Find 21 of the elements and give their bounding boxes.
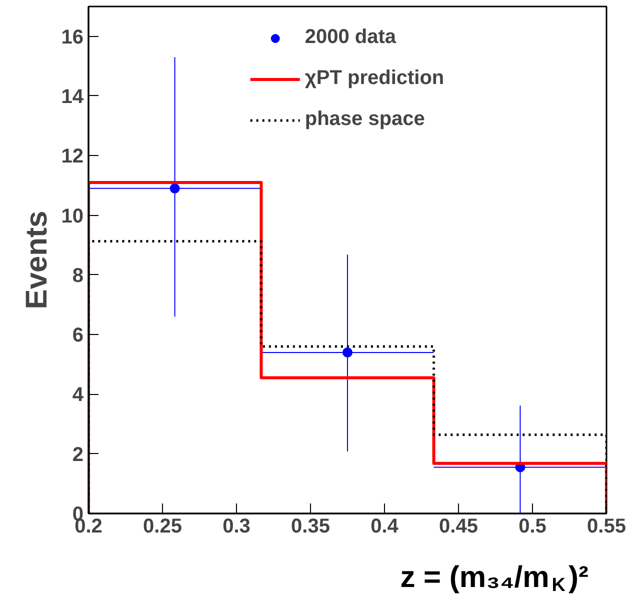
y-tick-label: 16 [61, 26, 84, 48]
x-tick-label: 0.3 [222, 516, 250, 538]
x-tick-label: 0.55 [587, 516, 626, 538]
y-tick-label: 6 [72, 324, 84, 347]
y-tick-label: 2 [72, 444, 84, 466]
x-tick-label: 0.35 [291, 516, 330, 538]
legend-label: 2000 data [304, 26, 396, 49]
x-tick-label: 0.5 [518, 516, 546, 538]
y-tick-label: 10 [61, 205, 84, 228]
x-tick-label: 0.25 [143, 516, 182, 538]
y-tick-label: 4 [72, 384, 84, 406]
point [170, 183, 180, 194]
legend-label: phase space [304, 108, 425, 131]
y-tick-label: 14 [61, 86, 84, 108]
x-tick-label: 0.4 [370, 516, 400, 538]
legend-label: χPT prediction [304, 67, 444, 90]
y-tick-label: 12 [61, 146, 84, 168]
y-tick-label: 8 [72, 264, 84, 287]
point [342, 347, 352, 358]
y-axis-title: Events [20, 210, 54, 310]
x-tick-label: 0.45 [439, 516, 478, 538]
